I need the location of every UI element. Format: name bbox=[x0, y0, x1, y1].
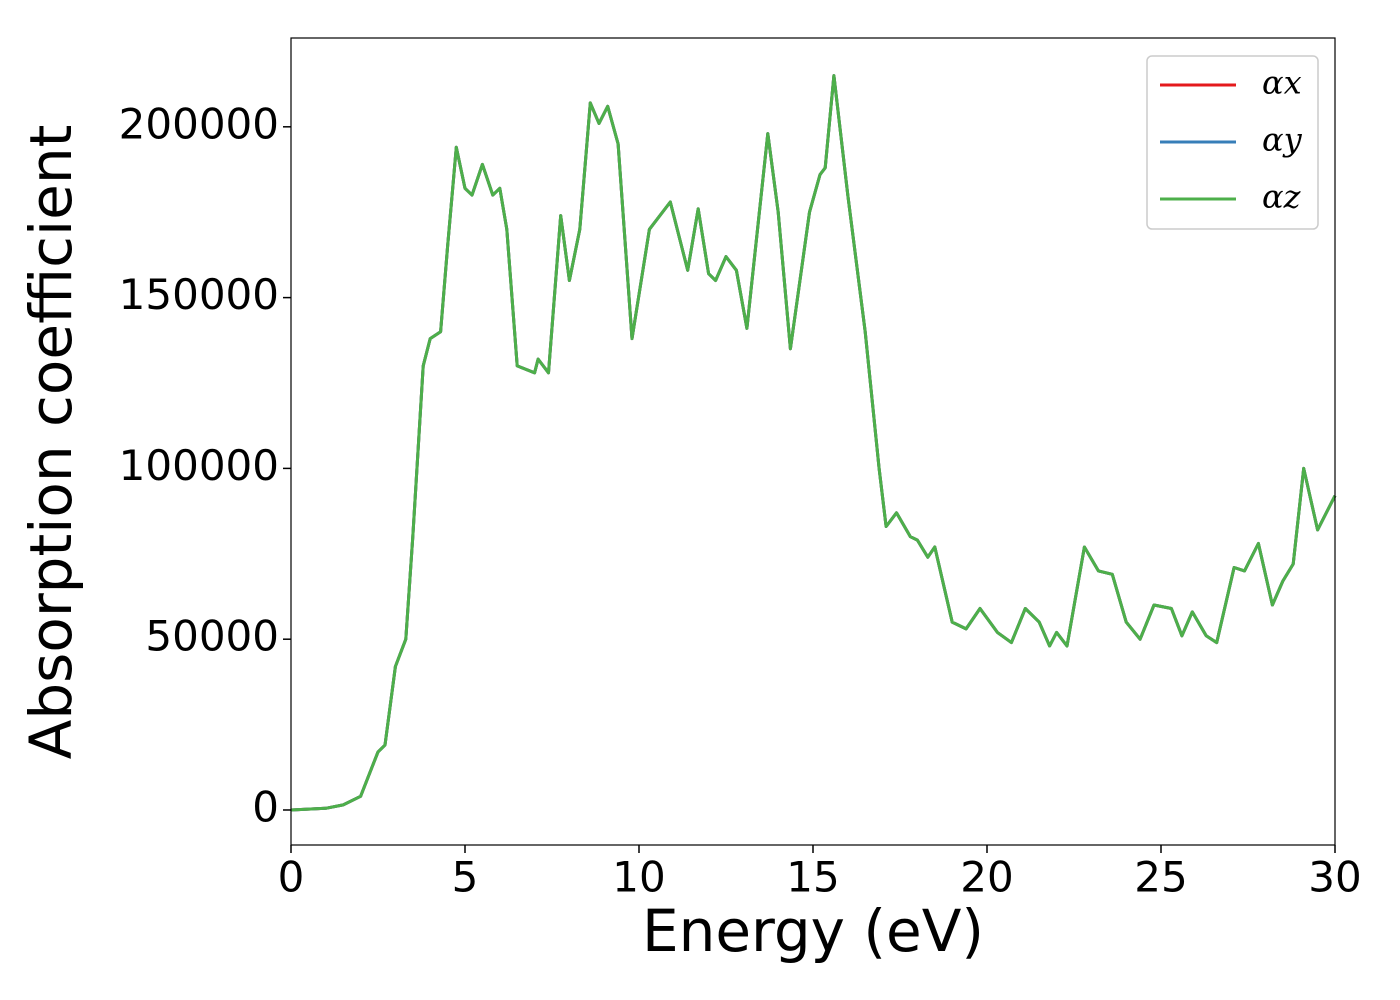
y-axis-label: Absorption coefficient bbox=[17, 125, 85, 760]
y-tick-label: 50000 bbox=[145, 612, 279, 661]
legend-label: αz bbox=[1262, 178, 1302, 216]
legend-label: αx bbox=[1262, 64, 1302, 102]
x-tick-label: 15 bbox=[786, 853, 839, 902]
x-tick-label: 25 bbox=[1134, 853, 1187, 902]
series-line bbox=[290, 74, 1337, 812]
y-tick-label: 200000 bbox=[119, 99, 279, 148]
x-tick-label: 30 bbox=[1308, 853, 1361, 902]
x-tick-label: 20 bbox=[960, 853, 1013, 902]
y-tick-label: 0 bbox=[252, 782, 279, 831]
x-tick-label: 10 bbox=[612, 853, 665, 902]
plot-frame bbox=[290, 37, 1336, 846]
x-tick-label: 0 bbox=[278, 853, 305, 902]
y-tick-label: 150000 bbox=[119, 270, 279, 319]
legend-label: αy bbox=[1262, 121, 1303, 159]
y-tick-label: 100000 bbox=[119, 441, 279, 490]
x-tick-label: 5 bbox=[452, 853, 479, 902]
x-axis-label: Energy (eV) bbox=[642, 897, 984, 965]
